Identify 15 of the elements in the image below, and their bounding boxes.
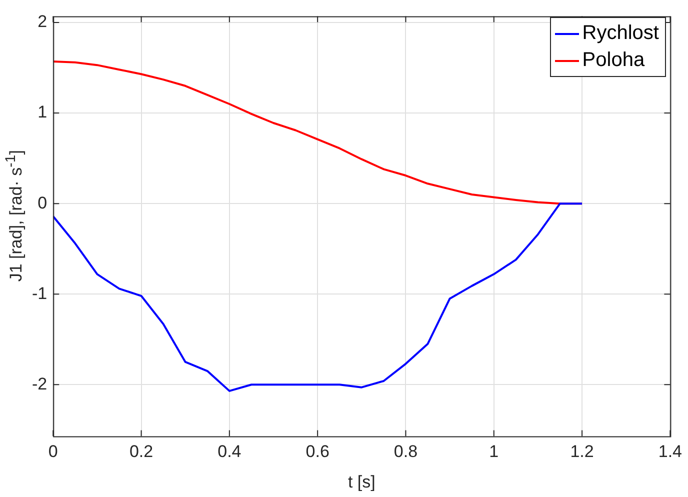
x-tick-label: 0.6	[306, 442, 330, 462]
y-tick-label: 1	[38, 102, 48, 122]
text: Rychlost	[581, 21, 659, 46]
y-tick-label: 2	[38, 12, 48, 32]
x-tick-label: 0.2	[129, 442, 154, 462]
legend-label: Poloha	[581, 48, 646, 73]
x-axis-title: t [s]	[348, 472, 376, 492]
x-tick-label: 1.2	[570, 442, 594, 462]
y-tick-label: 0	[38, 193, 48, 212]
x-tick-label: 1	[489, 442, 499, 462]
x-tick-label: 0.4	[218, 442, 242, 462]
y-tick-label: -2	[32, 374, 48, 394]
y-tick-label: -1	[32, 284, 48, 303]
x-tick-label: 0.8	[394, 442, 418, 462]
x-tick-label: 1.4	[658, 442, 682, 462]
